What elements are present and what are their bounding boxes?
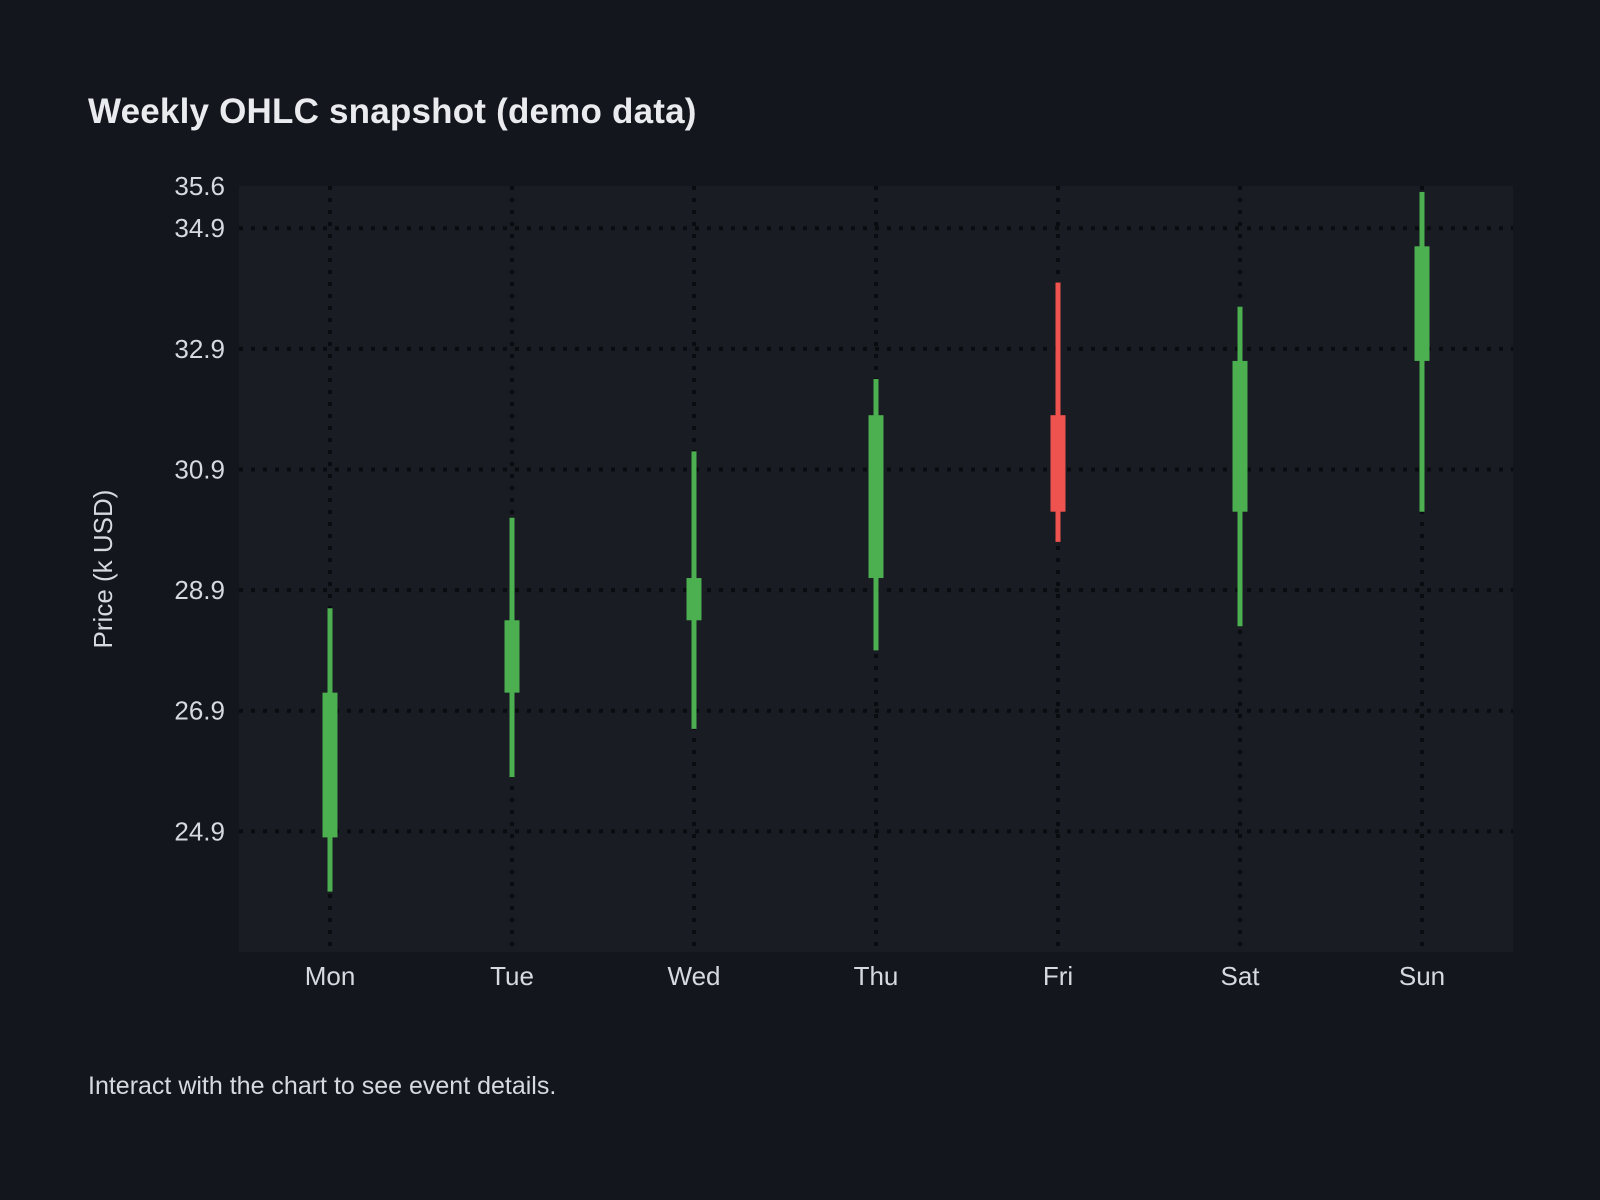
candle-fri[interactable] bbox=[1050, 282, 1066, 542]
y-axis-title: Price (k USD) bbox=[88, 490, 118, 649]
candle-body bbox=[504, 620, 520, 693]
candle-body bbox=[322, 692, 338, 838]
y-tick-label: 32.9 bbox=[174, 334, 225, 364]
x-tick-label-tue: Tue bbox=[490, 961, 534, 991]
y-tick-label: 34.9 bbox=[174, 213, 225, 243]
candle-body bbox=[868, 415, 884, 579]
candle-body bbox=[686, 578, 702, 621]
y-tick-label: 26.9 bbox=[174, 696, 225, 726]
candle-tue[interactable] bbox=[504, 517, 520, 778]
y-tick-label: 35.6 bbox=[174, 171, 225, 201]
candle-body bbox=[1050, 415, 1066, 512]
x-tick-label-wed: Wed bbox=[668, 961, 721, 991]
x-tick-label-thu: Thu bbox=[854, 961, 899, 991]
x-tick-label-sat: Sat bbox=[1220, 961, 1260, 991]
y-tick-label: 30.9 bbox=[174, 454, 225, 484]
candle-thu[interactable] bbox=[868, 379, 884, 651]
candle-body bbox=[1414, 246, 1430, 361]
chart-title: Weekly OHLC snapshot (demo data) bbox=[88, 92, 697, 131]
y-tick-label: 28.9 bbox=[174, 575, 225, 605]
candle-sat[interactable] bbox=[1232, 306, 1248, 627]
x-tick-label-fri: Fri bbox=[1043, 961, 1073, 991]
candle-mon[interactable] bbox=[322, 608, 338, 892]
candle-wed[interactable] bbox=[686, 451, 702, 729]
candle-body bbox=[1232, 360, 1248, 512]
y-tick-label: 24.9 bbox=[174, 816, 225, 846]
footer-hint: Interact with the chart to see event det… bbox=[88, 1072, 557, 1100]
x-tick-label-mon: Mon bbox=[305, 961, 356, 991]
x-tick-label-sun: Sun bbox=[1399, 961, 1445, 991]
candle-sun[interactable] bbox=[1414, 192, 1430, 512]
